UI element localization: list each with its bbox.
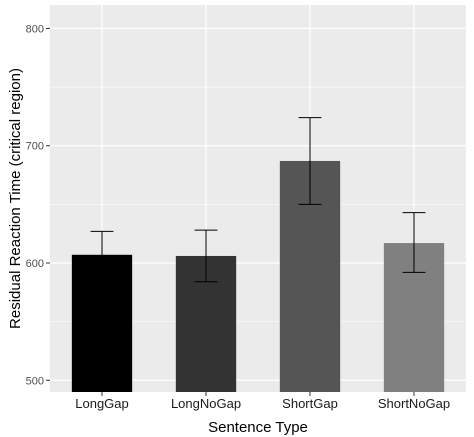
y-tick-label: 500 bbox=[26, 375, 44, 387]
x-tick-label: LongNoGap bbox=[171, 396, 241, 411]
error-bar-shortnogap bbox=[402, 212, 426, 273]
error-bar-shortgap bbox=[298, 117, 322, 205]
error-bar-longnogap bbox=[194, 229, 218, 283]
error-bar-longgap bbox=[90, 230, 114, 279]
x-axis-title: Sentence Type bbox=[208, 419, 308, 436]
x-tick-label: LongGap bbox=[75, 396, 129, 411]
error-bars bbox=[90, 117, 426, 283]
y-axis-ticks: 500 600 700 800 bbox=[26, 23, 50, 387]
x-tick-label: ShortNoGap bbox=[378, 396, 450, 411]
y-axis-title: Residual Reaction Time (critical region) bbox=[7, 68, 24, 329]
y-tick-label: 700 bbox=[26, 141, 44, 153]
y-tick-label: 600 bbox=[26, 258, 44, 270]
x-axis-ticks: LongGap LongNoGap ShortGap ShortNoGap bbox=[75, 392, 450, 411]
x-tick-label: ShortGap bbox=[282, 396, 338, 411]
y-tick-label: 800 bbox=[26, 23, 44, 35]
